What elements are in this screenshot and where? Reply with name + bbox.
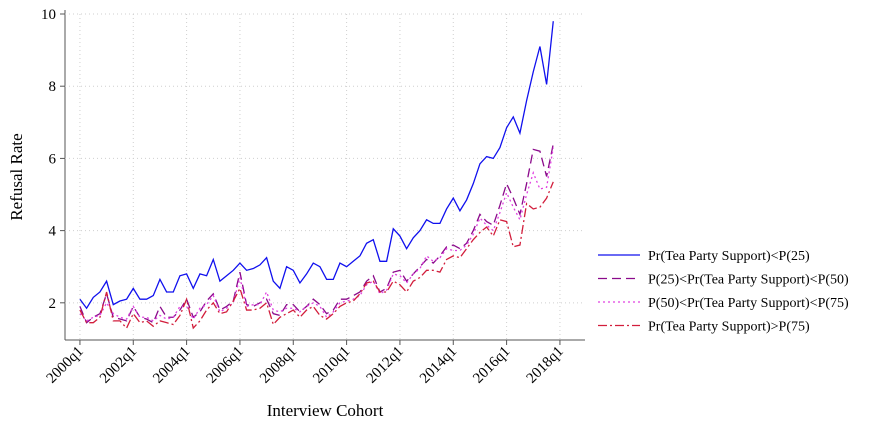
x-tick-label: 2014q1: [417, 344, 460, 387]
legend-label: P(50)<Pr(Tea Party Support)<P(75): [648, 296, 849, 311]
y-tick-label: 10: [41, 7, 56, 23]
series-line: [79, 21, 554, 310]
legend-label: Pr(Tea Party Support)<P(25): [648, 249, 810, 264]
y-tick-label: 8: [49, 79, 57, 95]
y-tick-label: 2: [49, 296, 57, 312]
x-tick-label: 2018q1: [524, 344, 567, 387]
legend-label: Pr(Tea Party Support)>P(75): [648, 320, 810, 335]
x-tick-label: 2002q1: [97, 344, 140, 387]
series-line: [79, 147, 554, 322]
x-tick-label: 2000q1: [44, 344, 87, 387]
x-tick-label: 2004q1: [150, 344, 193, 387]
x-tick-label: 2010q1: [310, 344, 353, 387]
x-axis-label: Interview Cohort: [267, 401, 384, 420]
y-tick-label: 4: [49, 224, 57, 240]
series-line: [79, 143, 554, 324]
y-axis-label: Refusal Rate: [7, 133, 26, 220]
x-tick-label: 2016q1: [470, 344, 513, 387]
series-line: [79, 181, 554, 330]
x-tick-label: 2006q1: [204, 344, 247, 387]
x-tick-label: 2008q1: [257, 344, 300, 387]
x-tick-label: 2012q1: [364, 344, 407, 387]
legend-label: P(25)<Pr(Tea Party Support)<P(50): [648, 273, 849, 288]
y-tick-label: 6: [49, 151, 57, 167]
